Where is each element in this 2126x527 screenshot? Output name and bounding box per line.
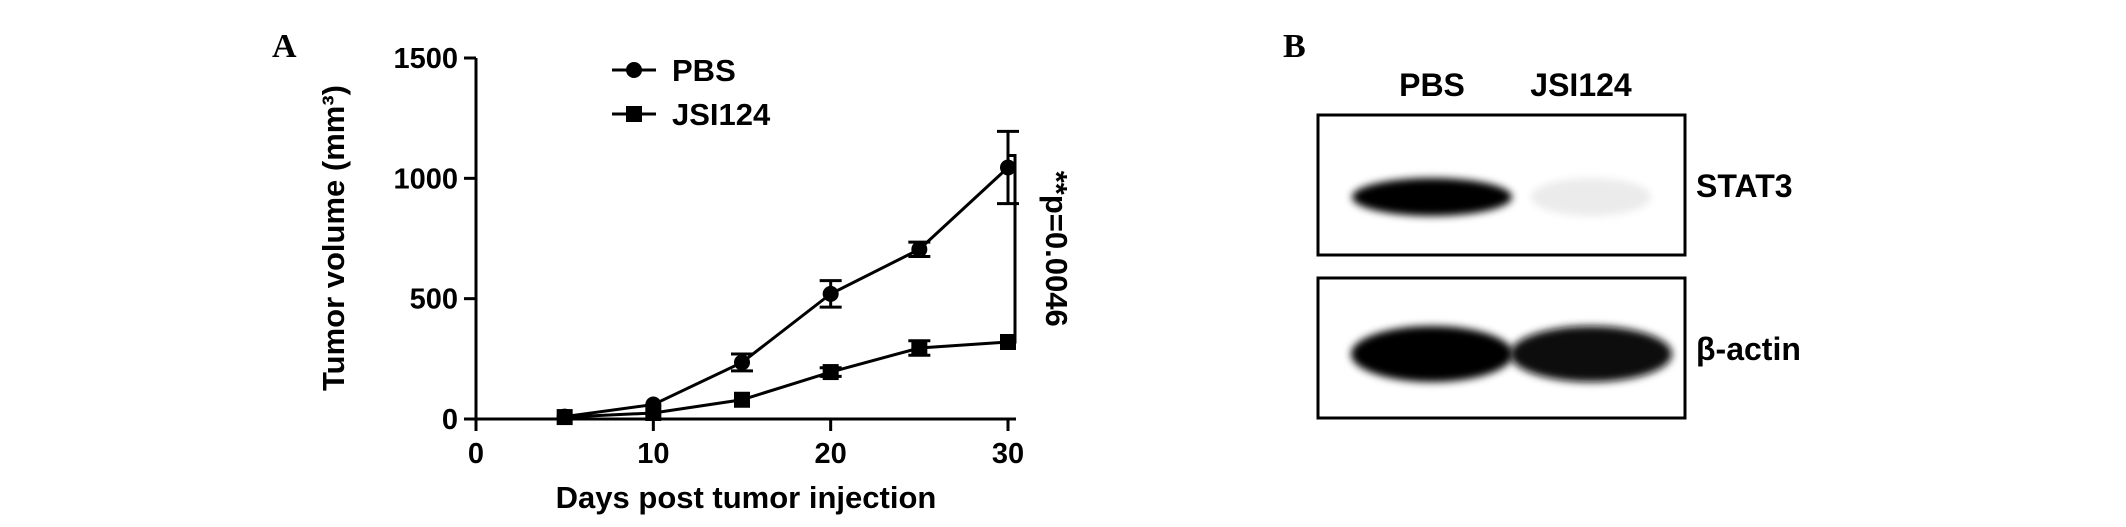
x-tick-label: 30 (992, 438, 1024, 470)
lane-label: PBS (1399, 67, 1465, 103)
lane-label: JSI124 (1530, 67, 1632, 103)
jsi124-data-point (556, 409, 573, 426)
data-series (556, 129, 1019, 426)
x-tick-label: 10 (637, 438, 669, 470)
pbs-legend-label: PBS (672, 53, 736, 88)
y-tick-label: 1000 (393, 163, 458, 195)
jsi124-data-point (822, 364, 839, 381)
jsi124-legend-label: JSI124 (672, 97, 771, 132)
jsi124-data-point (734, 391, 750, 408)
y-tick-label: 500 (410, 284, 458, 316)
stat3-label: STAT3 (1696, 168, 1793, 204)
pbs-data-point (822, 285, 839, 302)
jsi124-legend-marker (626, 106, 642, 122)
pbs-data-point (734, 354, 750, 371)
beta-actin-band (1351, 326, 1513, 382)
pbs-series-line (564, 166, 1010, 419)
stat3-band (1531, 178, 1651, 216)
y-axis-title: Tumor volume (mm³) (316, 85, 351, 391)
y-tick-label: 0 (442, 404, 458, 436)
beta-actin-band (1510, 326, 1672, 382)
bracket-line (1007, 153, 1017, 344)
jsi124-series-line (564, 340, 1009, 419)
y-tick-label: 1500 (393, 43, 458, 75)
stat3-band (1352, 178, 1512, 216)
tumor-volume-chart: 0 500 1000 1500 0 10 20 30 PBS JSI124 **p=0.0046… (316, 43, 1074, 515)
panel-a-letter: A (272, 28, 297, 65)
x-tick-label: 20 (815, 438, 847, 470)
pbs-legend-marker (626, 62, 642, 78)
x-axis-title: Days post tumor injection (556, 480, 937, 515)
pbs-data-point (1000, 159, 1016, 176)
axis-ticks: 0 500 1000 1500 0 10 20 30 (393, 43, 1024, 470)
beta-actin-label: β-actin (1696, 331, 1801, 367)
legend: PBS JSI124 (612, 53, 771, 132)
western-blot: PBS JSI124 STAT3 β-actin (1316, 67, 1801, 420)
jsi124-data-point (911, 340, 928, 357)
jsi124-data-point (645, 404, 662, 421)
significance-bracket: **p=0.0046 (1007, 153, 1074, 344)
panel-b-letter: B (1283, 28, 1306, 65)
p-value-annotation: **p=0.0046 (1039, 171, 1074, 327)
x-tick-label: 0 (468, 438, 484, 470)
pbs-data-point (911, 241, 928, 258)
